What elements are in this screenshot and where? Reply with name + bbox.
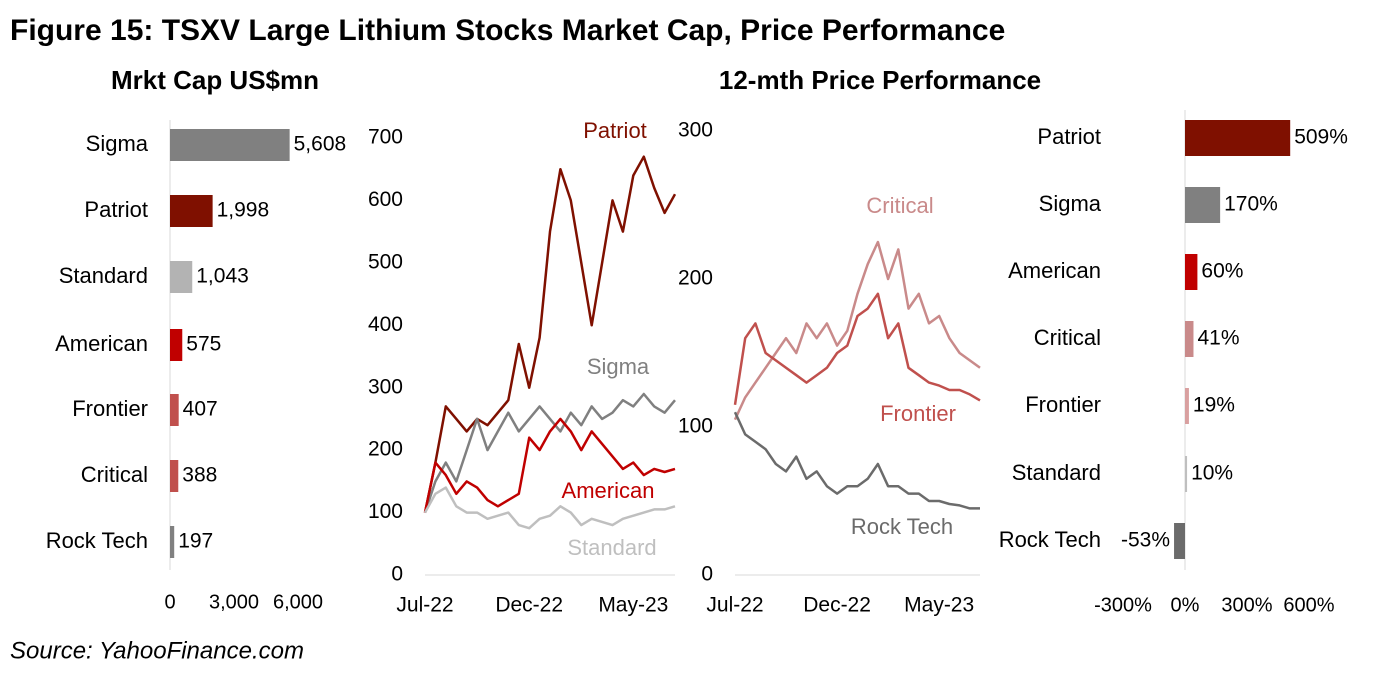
value-label: 41% — [1197, 327, 1239, 350]
value-label: 509% — [1294, 126, 1348, 149]
figure-title: Figure 15: TSXV Large Lithium Stocks Mar… — [10, 14, 1005, 47]
series-label: American — [562, 478, 655, 503]
x-tick-label: 600% — [1283, 594, 1334, 616]
y-tick-label: 400 — [368, 313, 403, 336]
y-tick-label: 300 — [678, 119, 713, 142]
category-label: Rock Tech — [999, 527, 1101, 552]
x-tick-label: -300% — [1094, 594, 1152, 616]
category-label: American — [1008, 258, 1101, 283]
line-series — [423, 155, 677, 513]
bar — [170, 195, 213, 227]
value-label: 5,608 — [294, 133, 347, 156]
value-label: 407 — [183, 398, 218, 421]
series-label: Sigma — [587, 354, 650, 379]
x-tick-label: Jul-22 — [706, 594, 763, 617]
bar — [170, 460, 179, 492]
x-tick-label: Dec-22 — [495, 594, 563, 617]
bar — [1185, 254, 1198, 290]
category-label: Critical — [1034, 325, 1101, 350]
value-label: -53% — [1121, 529, 1170, 552]
x-tick-label: Jul-22 — [396, 594, 453, 617]
series-label: Standard — [567, 535, 656, 560]
y-tick-label: 0 — [391, 563, 403, 586]
y-tick-label: 700 — [368, 126, 403, 149]
bar — [1185, 388, 1189, 424]
value-label: 388 — [182, 464, 217, 487]
line-series — [733, 411, 980, 510]
value-label: 60% — [1201, 260, 1243, 283]
series-label: Patriot — [583, 118, 647, 143]
x-tick-label: 6,000 — [273, 591, 323, 613]
category-label: Rock Tech — [46, 528, 148, 553]
y-tick-label: 500 — [368, 250, 403, 273]
bar — [1174, 523, 1185, 559]
x-tick-label: 0 — [164, 591, 175, 613]
bar — [1185, 321, 1194, 357]
category-label: Critical — [81, 462, 148, 487]
category-label: Frontier — [72, 396, 148, 421]
x-tick-label: May-23 — [904, 594, 974, 617]
value-label: 170% — [1224, 193, 1278, 216]
value-label: 1,043 — [196, 265, 249, 288]
line-series — [423, 417, 676, 513]
bar — [170, 329, 183, 361]
category-label: Patriot — [1037, 124, 1101, 149]
line-series — [423, 392, 676, 513]
value-label: 575 — [186, 333, 221, 356]
chart-title: 12-mth Price Performance — [719, 65, 1041, 95]
category-label: Standard — [1012, 460, 1101, 485]
line-series — [733, 240, 981, 421]
line-series — [423, 486, 676, 530]
y-tick-label: 300 — [368, 375, 403, 398]
category-label: Sigma — [1039, 191, 1102, 216]
category-label: American — [55, 331, 148, 356]
x-tick-label: 0% — [1171, 594, 1200, 616]
y-tick-label: 600 — [368, 188, 403, 211]
bar — [170, 129, 290, 161]
value-label: 19% — [1193, 394, 1235, 417]
category-label: Patriot — [84, 197, 148, 222]
bar — [1185, 456, 1188, 492]
category-label: Frontier — [1025, 392, 1101, 417]
value-label: 1,998 — [217, 199, 270, 222]
source-note: Source: YahooFinance.com — [10, 637, 304, 664]
category-label: Sigma — [86, 131, 149, 156]
series-label: Critical — [866, 193, 933, 218]
y-tick-label: 0 — [701, 563, 713, 586]
series-label: Frontier — [880, 401, 956, 426]
value-label: 197 — [178, 530, 213, 553]
x-tick-label: 300% — [1221, 594, 1272, 616]
x-tick-label: May-23 — [598, 594, 668, 617]
y-tick-label: 200 — [368, 438, 403, 461]
y-tick-label: 100 — [368, 500, 403, 523]
category-label: Standard — [59, 263, 148, 288]
bar — [170, 394, 179, 426]
y-tick-label: 200 — [678, 267, 713, 290]
x-tick-label: 3,000 — [209, 591, 259, 613]
value-label: 10% — [1191, 462, 1233, 485]
bar — [1185, 187, 1221, 223]
chart-title: Mrkt Cap US$mn — [111, 65, 319, 95]
series-label: Rock Tech — [851, 514, 953, 539]
bar — [170, 526, 175, 558]
bar — [1185, 120, 1291, 156]
bar — [170, 261, 193, 293]
line-series — [733, 292, 981, 405]
x-tick-label: Dec-22 — [803, 594, 871, 617]
y-tick-label: 100 — [678, 415, 713, 438]
